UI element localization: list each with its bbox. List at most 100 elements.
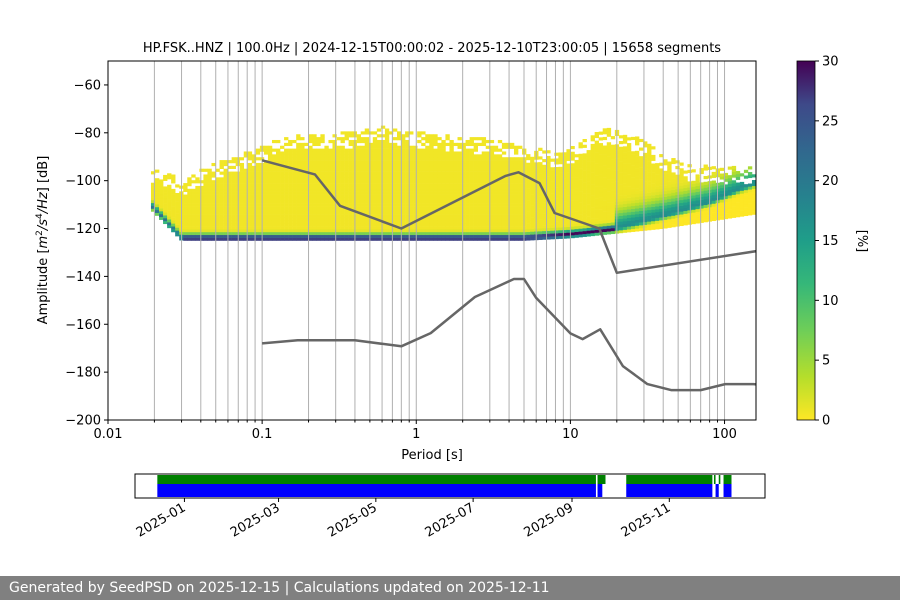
density-cell — [530, 200, 534, 203]
density-cell — [349, 183, 353, 186]
density-cell — [470, 180, 474, 183]
density-cell — [397, 163, 401, 166]
density-cell — [538, 162, 542, 165]
density-cell — [337, 209, 341, 212]
density-cell — [373, 206, 377, 209]
density-cell — [324, 226, 328, 229]
density-cell — [506, 186, 510, 189]
density-cell — [470, 166, 474, 169]
density-cell — [478, 192, 482, 195]
density-cell — [349, 157, 353, 160]
density-cell — [675, 218, 679, 221]
density-cell — [187, 229, 191, 232]
density-cell — [320, 215, 324, 218]
density-cell — [393, 146, 397, 149]
density-cell — [397, 169, 401, 172]
density-cell — [421, 169, 425, 172]
density-cell — [357, 151, 361, 154]
density-cell — [195, 220, 199, 223]
density-cell — [490, 174, 494, 177]
density-cell — [300, 223, 304, 226]
density-cell — [240, 209, 244, 212]
density-cell — [570, 175, 574, 178]
density-cell — [587, 193, 591, 196]
density-cell — [671, 161, 675, 164]
density-cell — [361, 183, 365, 186]
density-cell — [490, 151, 494, 154]
density-cell — [167, 176, 171, 179]
density-cell — [268, 183, 272, 186]
density-cell — [611, 219, 615, 222]
density-cell — [445, 197, 449, 200]
density-cell — [433, 134, 437, 137]
density-cell — [284, 200, 288, 203]
density-cell — [349, 223, 353, 226]
density-cell — [316, 192, 320, 195]
density-cell — [320, 223, 324, 226]
density-cell — [558, 204, 562, 207]
density-cell — [280, 209, 284, 212]
density-cell — [683, 214, 687, 217]
density-cell — [639, 222, 643, 225]
density-cell — [599, 166, 603, 169]
density-cell — [203, 232, 207, 235]
density-cell — [647, 167, 651, 170]
density-cell — [167, 211, 171, 214]
density-cell — [224, 203, 228, 206]
density-cell — [587, 228, 591, 231]
density-cell — [159, 217, 163, 220]
density-cell — [587, 196, 591, 199]
density-cell — [579, 145, 583, 148]
density-cell — [373, 223, 377, 226]
density-cell — [514, 180, 518, 183]
density-cell — [696, 186, 700, 189]
density-cell — [518, 183, 522, 186]
density-cell — [207, 177, 211, 180]
density-cell — [744, 193, 748, 196]
density-cell — [683, 196, 687, 199]
density-cell — [619, 175, 623, 178]
density-cell — [587, 150, 591, 153]
density-cell — [421, 180, 425, 183]
density-cell — [542, 214, 546, 217]
density-cell — [264, 200, 268, 203]
density-cell — [409, 226, 413, 229]
density-cell — [675, 215, 679, 218]
density-cell — [647, 187, 651, 190]
density-cell — [623, 149, 627, 152]
density-cell — [437, 177, 441, 180]
density-cell — [514, 195, 518, 198]
density-cell — [393, 235, 397, 238]
density-cell — [550, 193, 554, 196]
density-cell — [268, 154, 272, 157]
density-cell — [385, 203, 389, 206]
density-cell — [478, 215, 482, 218]
density-cell — [526, 229, 530, 232]
density-cell — [639, 205, 643, 208]
density-cell — [736, 177, 740, 180]
density-cell — [292, 197, 296, 200]
density-cell — [631, 177, 635, 180]
density-cell — [631, 206, 635, 209]
density-cell — [397, 154, 401, 157]
density-cell — [599, 146, 603, 149]
density-cell — [220, 218, 224, 221]
density-cell — [316, 203, 320, 206]
density-cell — [607, 162, 611, 165]
density-cell — [365, 189, 369, 192]
density-cell — [159, 194, 163, 197]
density-cell — [704, 176, 708, 179]
density-cell — [506, 160, 510, 163]
density-cell — [256, 238, 260, 241]
density-cell — [413, 172, 417, 175]
density-cell — [224, 218, 228, 221]
density-cell — [207, 192, 211, 195]
density-cell — [530, 208, 534, 211]
density-cell — [728, 210, 732, 213]
density-cell — [607, 208, 611, 211]
density-cell — [417, 232, 421, 235]
density-cell — [744, 190, 748, 193]
density-cell — [381, 180, 385, 183]
density-cell — [647, 219, 651, 222]
density-cell — [377, 203, 381, 206]
